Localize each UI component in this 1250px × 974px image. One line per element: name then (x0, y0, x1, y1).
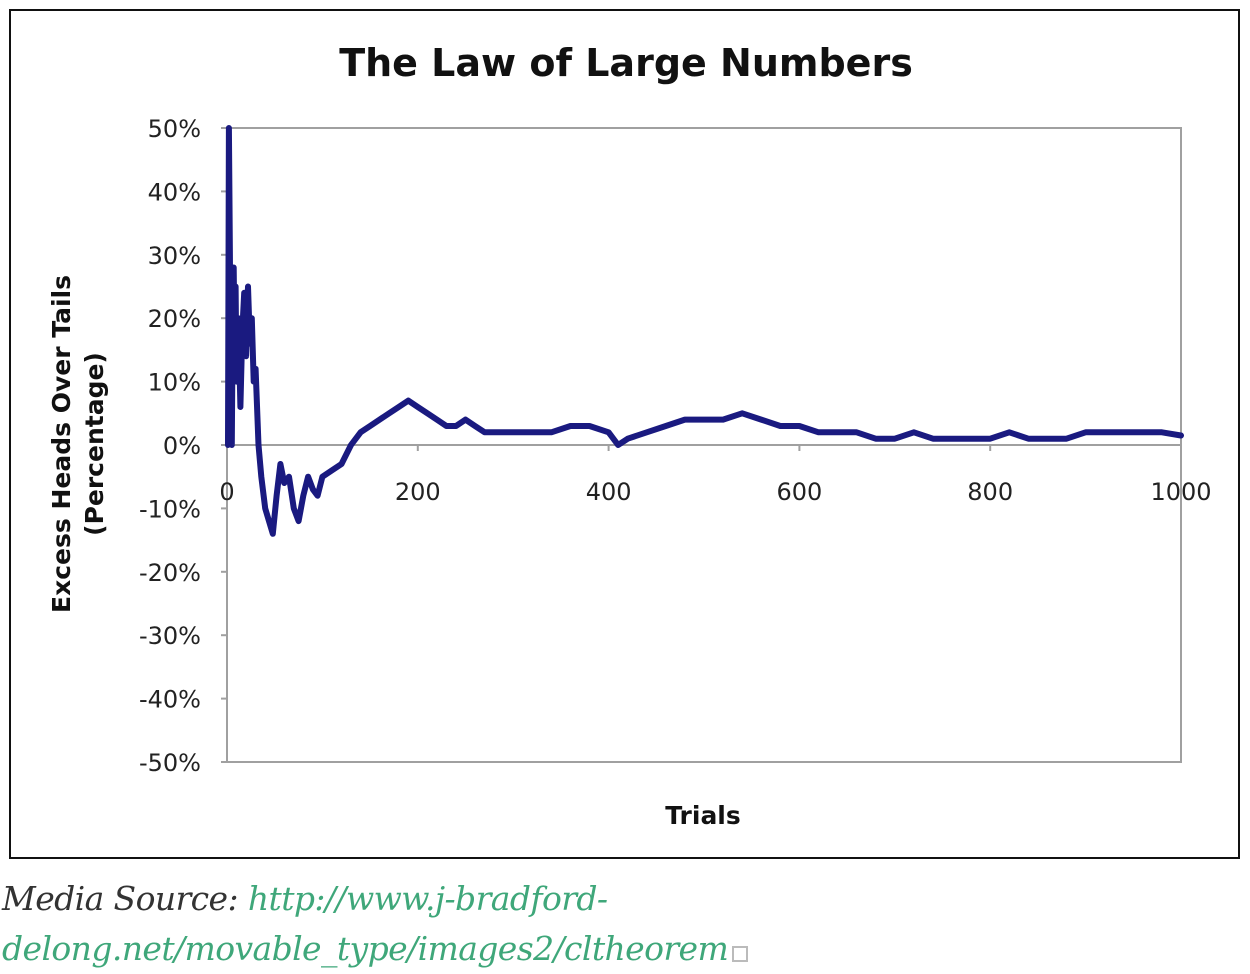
chart-frame (9, 9, 1240, 859)
x-tick-label: 400 (586, 478, 632, 506)
y-axis-title: Excess Heads Over Tails (47, 275, 76, 613)
chart-title: The Law of Large Numbers (339, 41, 913, 85)
y-tick-label: 10% (148, 369, 201, 397)
external-link-icon (732, 946, 749, 962)
x-tick-label: 1000 (1150, 478, 1211, 506)
y-tick-label: -50% (139, 749, 201, 777)
caption-prefix: Media Source: (2, 879, 248, 918)
x-tick-label: 200 (395, 478, 441, 506)
series-line (225, 125, 1184, 537)
chart: The Law of Large Numbers 50% 40% 30% 20% 10%… (47, 41, 1212, 830)
y-tick-label: -30% (139, 622, 201, 650)
x-axis-title: Trials (665, 801, 741, 830)
media-source-caption: Media Source: http://www.j-bradford-delo… (2, 874, 1242, 974)
y-axis-title-line2: (Percentage) (80, 352, 109, 536)
y-tick-label: -20% (139, 559, 201, 587)
y-tick-label: 50% (148, 115, 201, 143)
y-tick-label: -10% (139, 495, 201, 523)
x-tick-label: 0 (219, 478, 234, 506)
x-tick-label: 800 (967, 478, 1013, 506)
x-tick-label: 600 (776, 478, 822, 506)
y-tick-label: 0% (163, 432, 201, 460)
y-tick-label: -40% (139, 686, 201, 714)
y-tick-label: 40% (148, 178, 201, 206)
y-tick-label: 30% (148, 242, 201, 270)
y-tick-label: 20% (148, 305, 201, 333)
